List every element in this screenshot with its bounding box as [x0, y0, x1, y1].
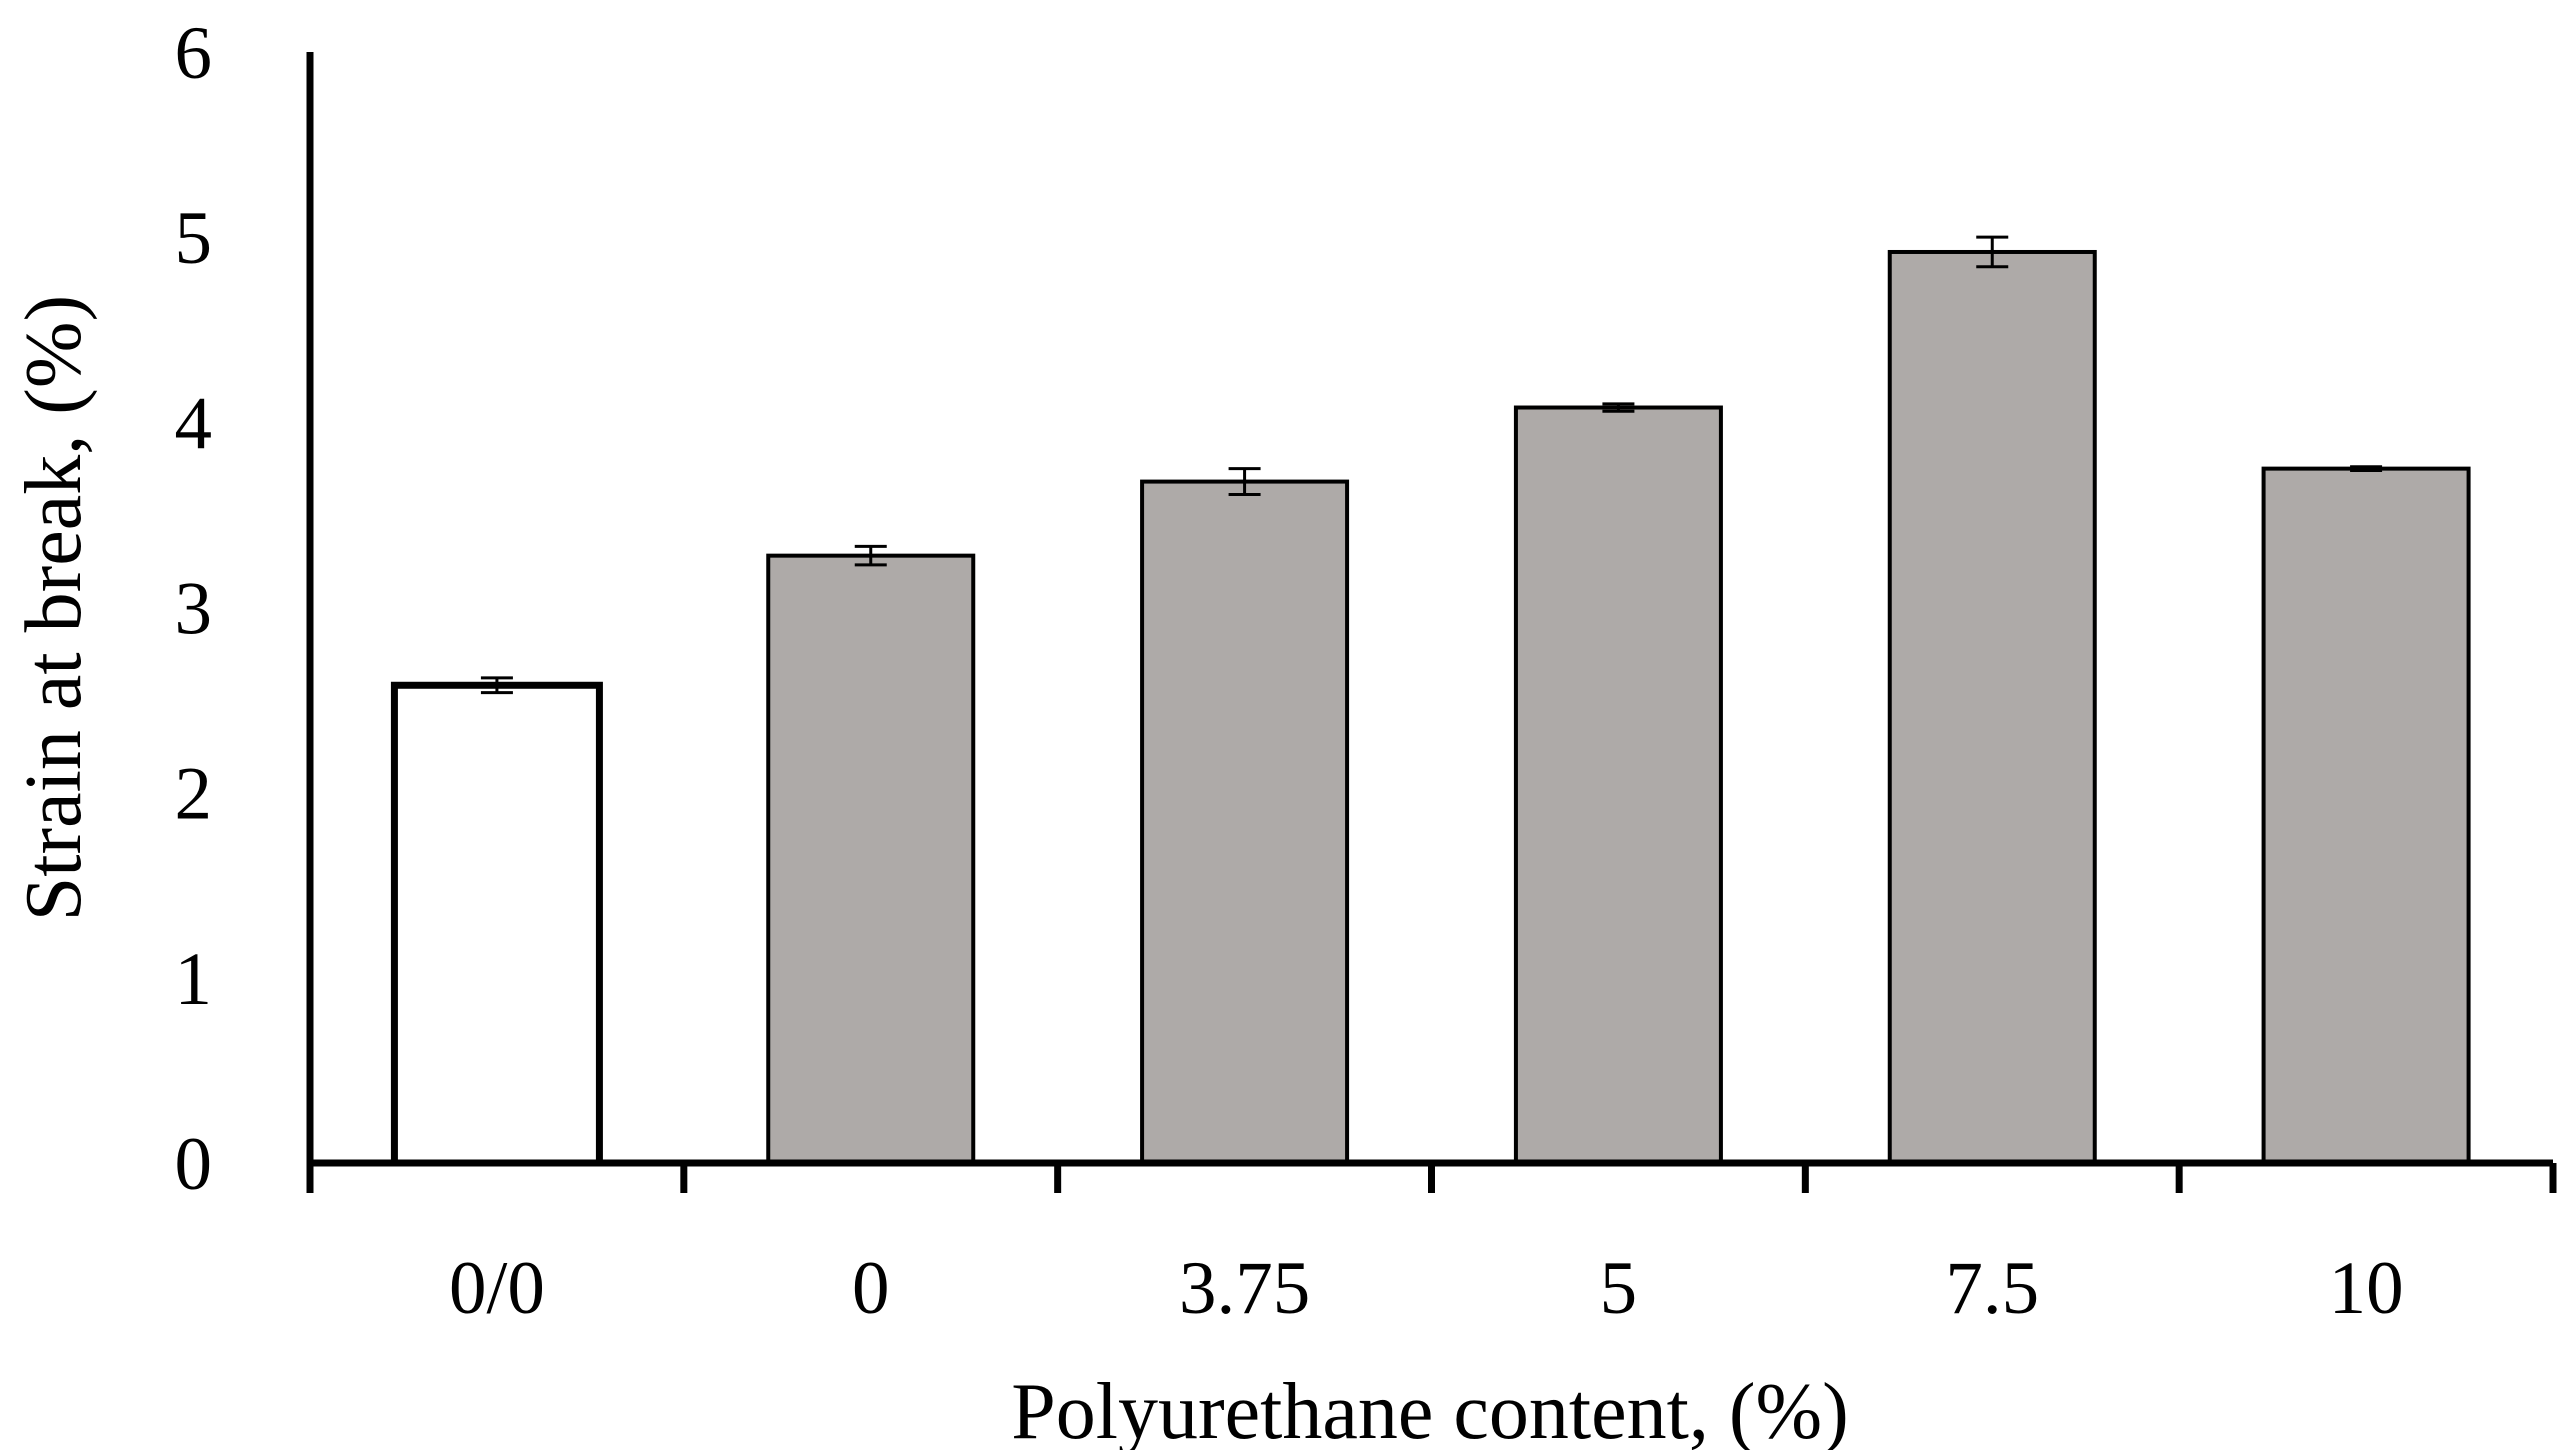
bar-4	[1887, 249, 2097, 1166]
bar-2	[1140, 479, 1350, 1165]
x-ticks-group	[306, 1163, 2557, 1193]
x-axis-title: Polyurethane content, (%)	[1011, 1368, 1849, 1450]
x-tick-label-1: 0	[852, 1247, 890, 1330]
x-tick-labels-group: 0/0 0 3.75 5 7.5 10	[449, 1247, 2404, 1330]
error-bars-group	[480, 235, 2383, 695]
bar-5	[2261, 466, 2471, 1165]
y-tick-labels-group: 0 1 2 3 4 5 6	[175, 12, 213, 1206]
x-tick-label-5: 10	[2329, 1247, 2404, 1330]
bar-1	[766, 553, 976, 1165]
y-tick-label-0: 0	[175, 1123, 213, 1206]
x-tick-label-4: 7.5	[1945, 1247, 2039, 1330]
bar-3	[1513, 405, 1723, 1165]
y-tick-label-2: 2	[175, 753, 213, 836]
y-tick-label-5: 5	[175, 197, 213, 280]
x-tick-label-0: 0/0	[449, 1247, 545, 1330]
y-tick-label-6: 6	[175, 12, 213, 95]
bars-group	[390, 249, 2471, 1167]
y-axis-title: Strain at break, (%)	[10, 295, 98, 921]
bar-0	[390, 681, 603, 1167]
x-tick-label-2: 3.75	[1179, 1247, 1310, 1330]
y-tick-label-4: 4	[175, 382, 213, 465]
y-tick-label-1: 1	[175, 938, 213, 1021]
y-tick-label-3: 3	[175, 568, 213, 651]
x-tick-label-3: 5	[1600, 1247, 1638, 1330]
